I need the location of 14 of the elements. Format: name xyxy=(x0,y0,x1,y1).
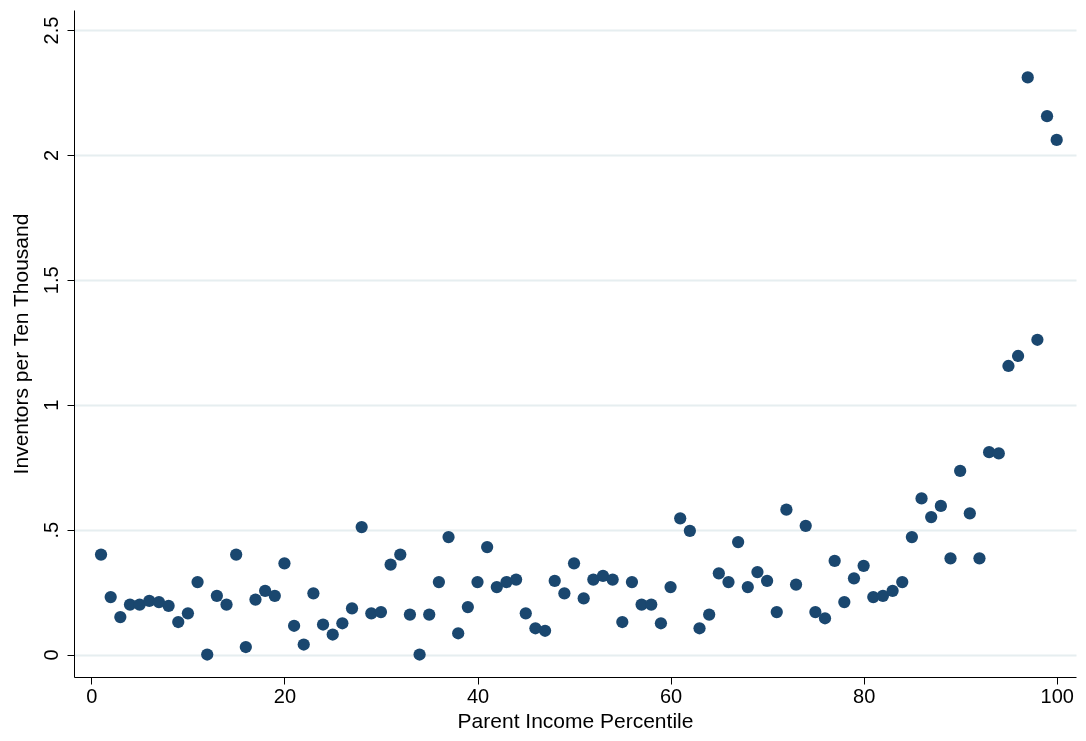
x-tick-label: 20 xyxy=(273,684,297,707)
x-tick-label: 80 xyxy=(853,684,876,707)
y-tick-label: 2.5 xyxy=(39,16,62,45)
y-tick-label: .5 xyxy=(39,521,62,539)
y-tick-label: 2 xyxy=(39,149,62,161)
y-axis-title: Inventors per Ten Thousand xyxy=(8,213,32,475)
y-tick-label: 1 xyxy=(39,399,62,411)
y-tick-label: 0 xyxy=(39,649,62,661)
x-tick-label: 0 xyxy=(86,684,98,707)
x-axis-title: Parent Income Percentile xyxy=(457,708,694,732)
y-tick-label: 1.5 xyxy=(39,266,62,295)
x-tick-label: 100 xyxy=(1040,684,1074,707)
x-tick-label: 60 xyxy=(659,684,683,707)
x-tick-label: 40 xyxy=(466,684,490,707)
